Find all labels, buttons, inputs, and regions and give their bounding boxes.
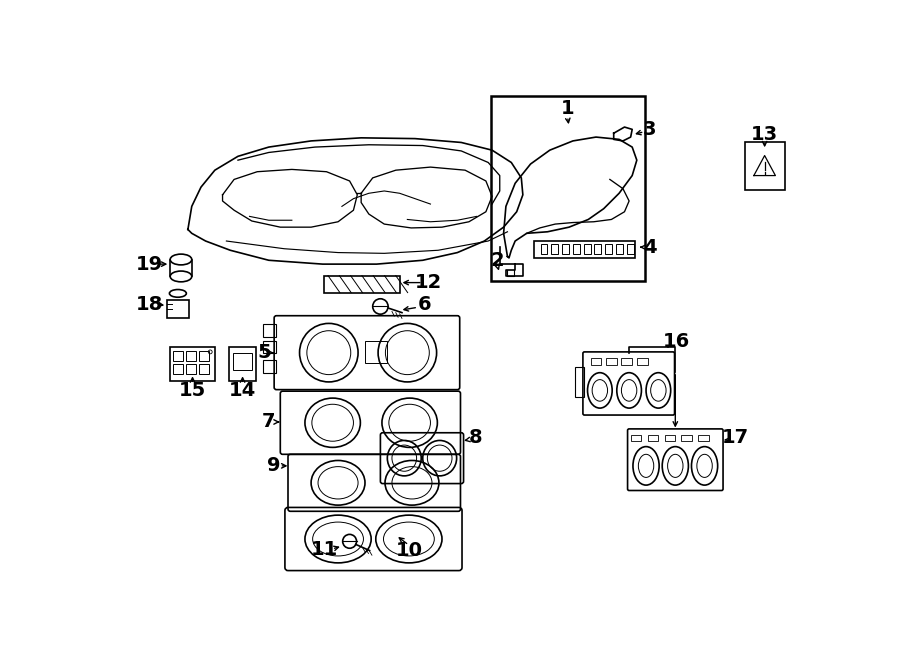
Text: 19: 19 [136,254,163,274]
Bar [606,358,616,365]
Bar [541,244,547,254]
Bar [200,364,210,374]
Bar [626,244,634,254]
Bar [698,435,709,442]
Bar [174,364,184,374]
Bar [174,351,184,361]
Text: 11: 11 [310,539,338,559]
Text: 7: 7 [262,412,275,432]
Bar [186,364,196,374]
Bar [584,244,590,254]
Text: 2: 2 [491,251,504,270]
Text: 18: 18 [136,295,163,314]
Text: 14: 14 [229,381,256,400]
Text: 9: 9 [266,456,280,475]
Bar [233,354,252,370]
Text: 8: 8 [468,428,482,447]
Bar [637,358,648,365]
Text: 6: 6 [418,295,431,314]
Bar [621,358,632,365]
Bar [186,351,196,361]
Bar [590,358,601,365]
Bar [631,435,642,442]
Text: 1: 1 [561,99,574,118]
Text: 10: 10 [395,541,422,560]
Bar [616,244,623,254]
Bar [573,244,580,254]
Bar [263,341,276,354]
Text: 3: 3 [644,120,657,139]
Bar [365,341,387,363]
Text: 5: 5 [257,343,271,362]
Bar [744,143,785,190]
Text: 17: 17 [722,428,749,447]
Bar [681,435,692,442]
Bar [664,435,675,442]
Bar [552,244,558,254]
Bar [229,347,256,381]
Bar [491,97,644,281]
Bar [167,299,189,318]
Bar [562,244,569,254]
Text: 16: 16 [663,332,690,350]
Bar [605,244,612,254]
Bar [575,368,584,397]
Bar [595,244,601,254]
Text: 13: 13 [752,126,778,144]
Bar [170,347,215,381]
Bar [263,324,276,336]
Text: 12: 12 [415,273,443,292]
Bar [200,351,210,361]
Bar [648,435,659,442]
Bar [535,241,634,258]
Bar [263,360,276,373]
Text: 4: 4 [644,238,657,256]
Text: 15: 15 [179,381,206,400]
Bar [324,276,400,293]
